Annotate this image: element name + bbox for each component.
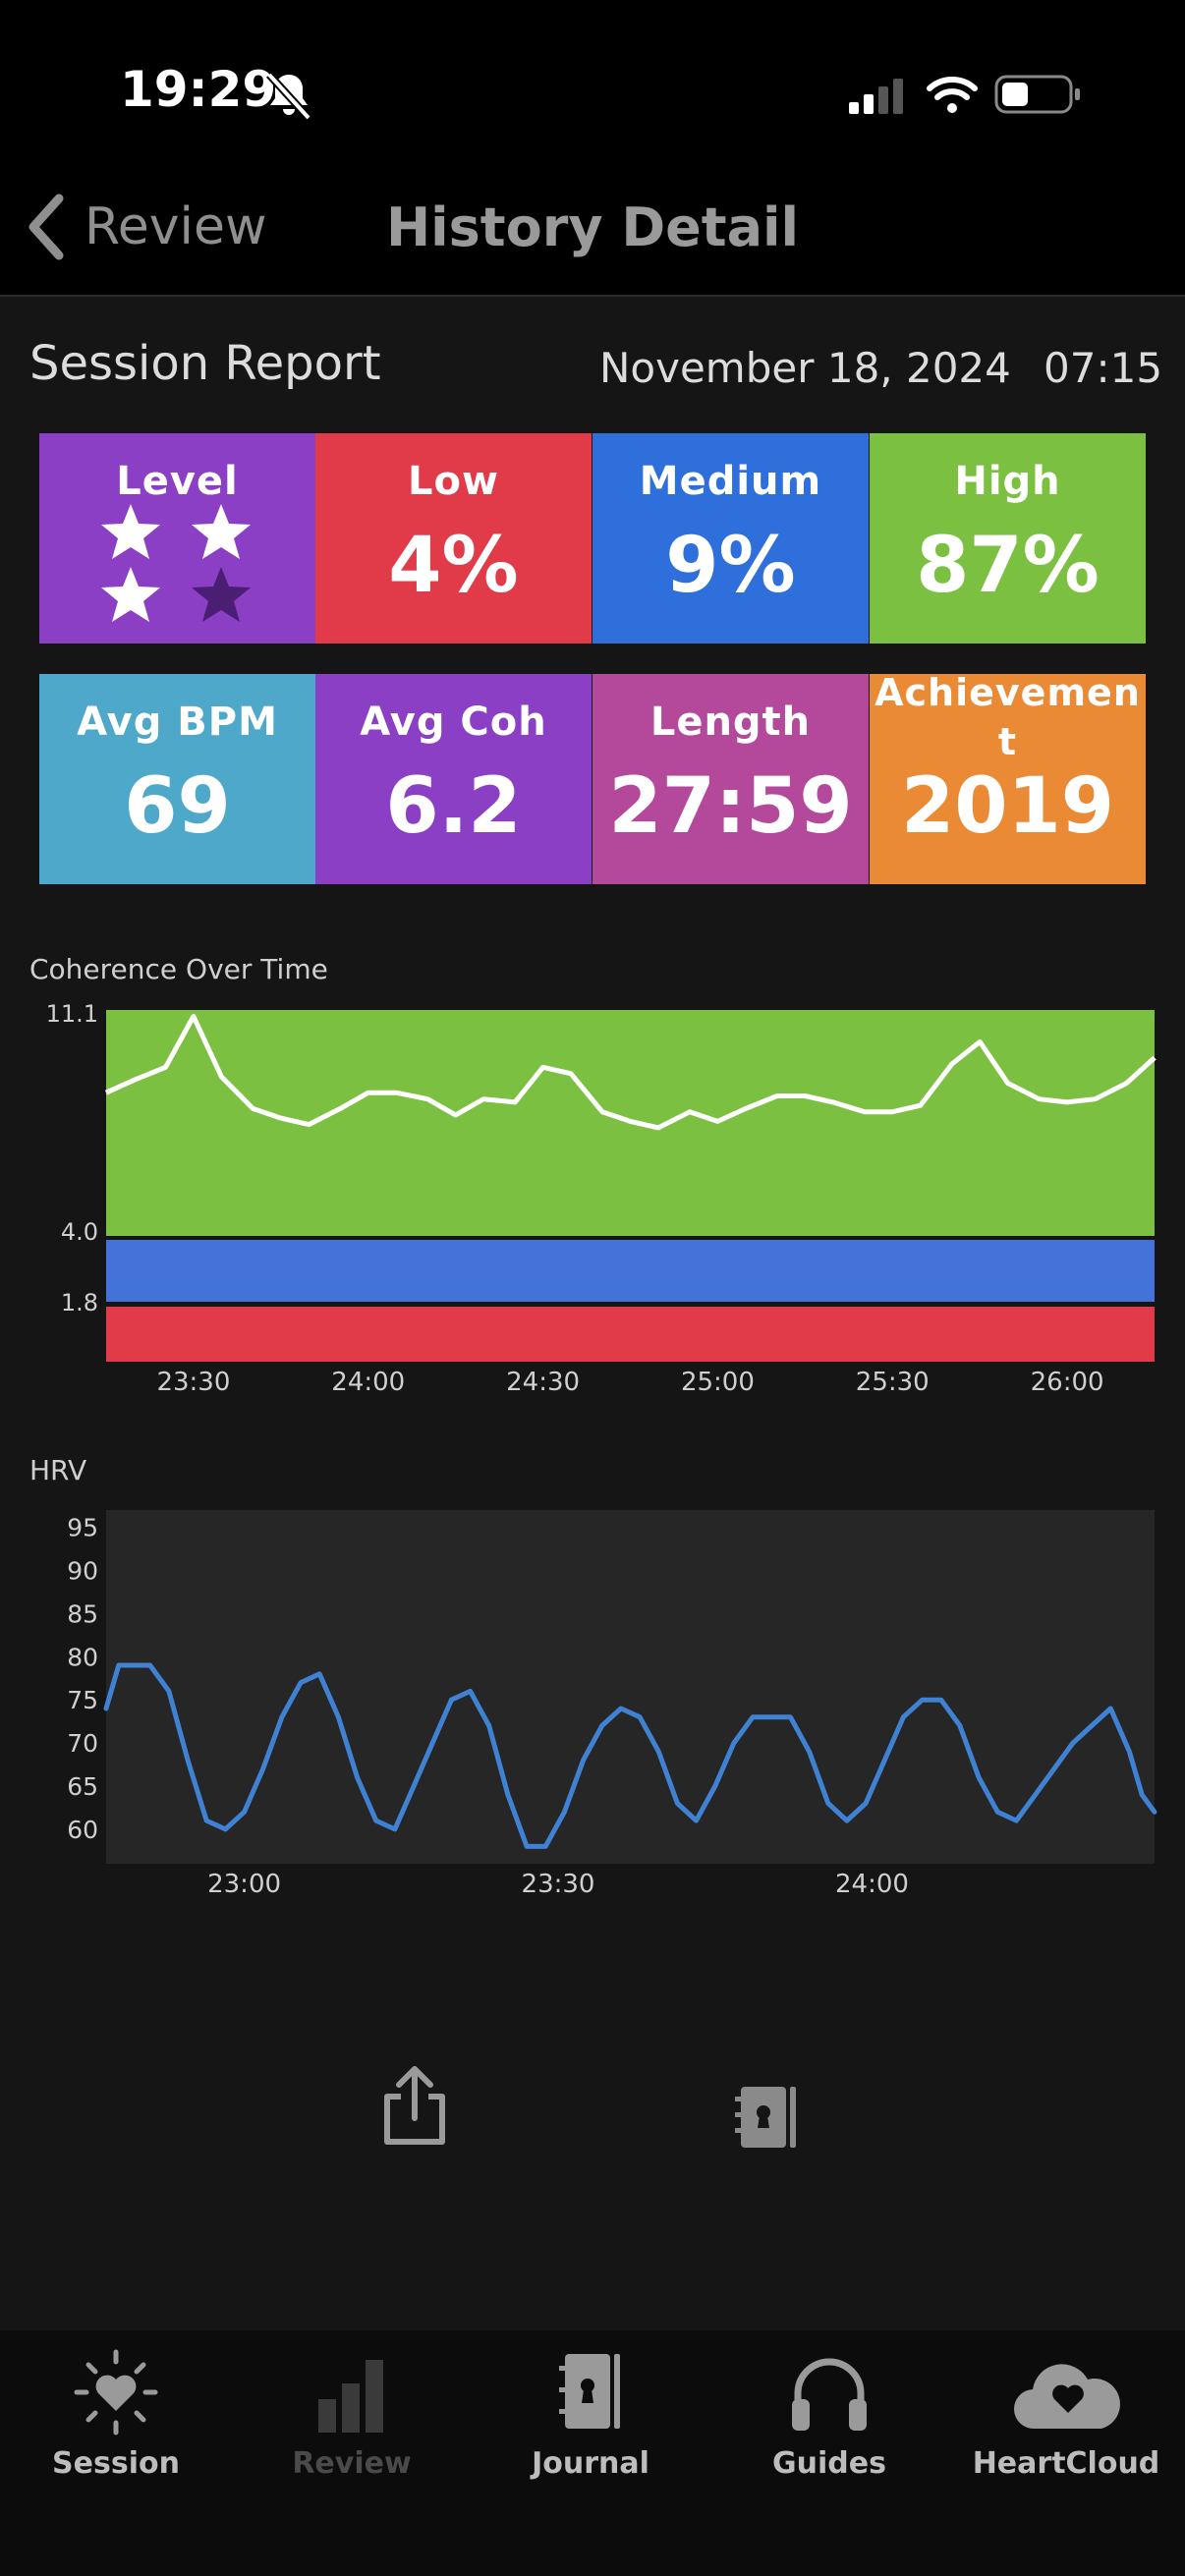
star-empty-icon [192, 567, 251, 622]
coherence-line [104, 1014, 1157, 1131]
tile-label: Low [408, 459, 499, 504]
y-tick-label: 1.8 [61, 1289, 98, 1316]
tab-heartcloud[interactable]: HeartCloud [968, 2348, 1164, 2481]
band-low [106, 1307, 1155, 1362]
share-icon[interactable] [375, 2063, 454, 2148]
bars-icon [318, 2360, 383, 2433]
x-tick-label: 23:30 [156, 1368, 230, 1397]
back-button[interactable]: Review [24, 193, 267, 261]
tile-value: 27:59 [608, 762, 853, 851]
tile-label: Length [649, 700, 812, 745]
tile-avg-bpm: Avg BPM 69 [39, 674, 315, 884]
y-tick-label: 90 [67, 1556, 98, 1585]
journal-icon [559, 2354, 620, 2429]
headphones-icon [792, 2358, 867, 2431]
x-tick-label: 24:00 [331, 1368, 405, 1397]
x-tick-label: 24:30 [506, 1368, 580, 1397]
star-icon [192, 504, 251, 559]
tab-label: Guides [772, 2446, 886, 2481]
tab-session[interactable]: Session [18, 2348, 214, 2481]
tile-label: Avg Coh [360, 700, 547, 745]
tile-label: High [954, 459, 1061, 504]
tile-value: 9% [665, 522, 796, 610]
heart-sun-icon [74, 2349, 158, 2436]
cellular-signal-icon [849, 79, 903, 114]
y-tick-label: 65 [67, 1772, 98, 1801]
y-tick-label: 60 [67, 1816, 98, 1844]
report-date: November 18, 2024 [599, 344, 1011, 392]
y-tick-label: 70 [67, 1729, 98, 1758]
tile-label: Medium [639, 459, 822, 504]
tile-length: Length 27:59 [592, 674, 869, 884]
coherence-chart: 11.1 4.0 1.8 23:30 24:00 24:30 25:00 25:30 26:00 [46, 1000, 1157, 1397]
tab-label: Review [292, 2446, 412, 2481]
x-tick-label: 23:00 [207, 1870, 281, 1899]
band-medium [106, 1240, 1155, 1302]
hrv-chart: 95 90 85 80 75 70 65 60 23:00 23:30 24:00 [67, 1510, 1157, 1899]
tile-medium: Medium 9% [592, 433, 869, 644]
tile-label: Avg BPM [77, 700, 278, 745]
y-tick-label: 75 [67, 1686, 98, 1714]
nav-bar [0, 177, 1185, 297]
level-stars [101, 504, 251, 622]
back-button-label: Review [85, 197, 267, 256]
chart-title-coherence: Coherence Over Time [29, 953, 328, 985]
tile-low: Low 4% [315, 433, 592, 644]
tile-avg-coh: Avg Coh 6.2 [315, 674, 592, 884]
tile-value: 69 [124, 762, 231, 851]
tile-value: 87% [916, 522, 1100, 610]
status-time: 19:29 [120, 61, 277, 118]
tile-value: 6.2 [385, 762, 522, 851]
wifi-icon [927, 77, 978, 113]
tile-value: 4% [388, 522, 519, 610]
tab-journal[interactable]: Journal [492, 2348, 689, 2481]
x-tick-label: 23:30 [522, 1870, 595, 1899]
report-time: 07:15 [1044, 344, 1163, 392]
page-title: History Detail [385, 196, 800, 258]
battery-icon [994, 75, 1080, 114]
heart-cloud-icon [1013, 2364, 1120, 2430]
y-tick-label: 95 [67, 1514, 98, 1542]
tile-label: Level [116, 459, 239, 504]
tile-achievement: Achievement 2019 [870, 674, 1146, 884]
chevron-left-icon [28, 194, 64, 260]
tab-label: Journal [532, 2446, 649, 2481]
x-tick-label: 25:30 [856, 1368, 930, 1397]
hrv-line [103, 1662, 1157, 1849]
x-tick-label: 25:00 [681, 1368, 755, 1397]
tile-label: Achievement [875, 674, 1141, 763]
y-tick-label: 11.1 [46, 1000, 98, 1028]
journal-icon[interactable] [735, 2083, 800, 2152]
tab-guides[interactable]: Guides [731, 2348, 928, 2481]
x-tick-label: 26:00 [1031, 1368, 1104, 1397]
tile-high: High 87% [870, 433, 1146, 644]
tile-value: 2019 [900, 762, 1115, 851]
star-icon [101, 567, 160, 622]
tab-review[interactable]: Review [254, 2348, 450, 2481]
report-title: Session Report [29, 336, 381, 391]
tile-level: Level [39, 433, 315, 644]
chart-title-hrv: HRV [29, 1454, 87, 1486]
x-tick-label: 24:00 [835, 1870, 909, 1899]
y-tick-label: 80 [67, 1643, 98, 1671]
y-tick-label: 85 [67, 1599, 98, 1628]
tab-label: Session [52, 2446, 180, 2481]
status-bar [0, 0, 1185, 177]
star-icon [101, 504, 160, 559]
plot-area [106, 1510, 1155, 1864]
bell-muted-icon [266, 72, 311, 121]
tab-label: HeartCloud [972, 2446, 1160, 2481]
y-tick-label: 4.0 [61, 1218, 98, 1246]
